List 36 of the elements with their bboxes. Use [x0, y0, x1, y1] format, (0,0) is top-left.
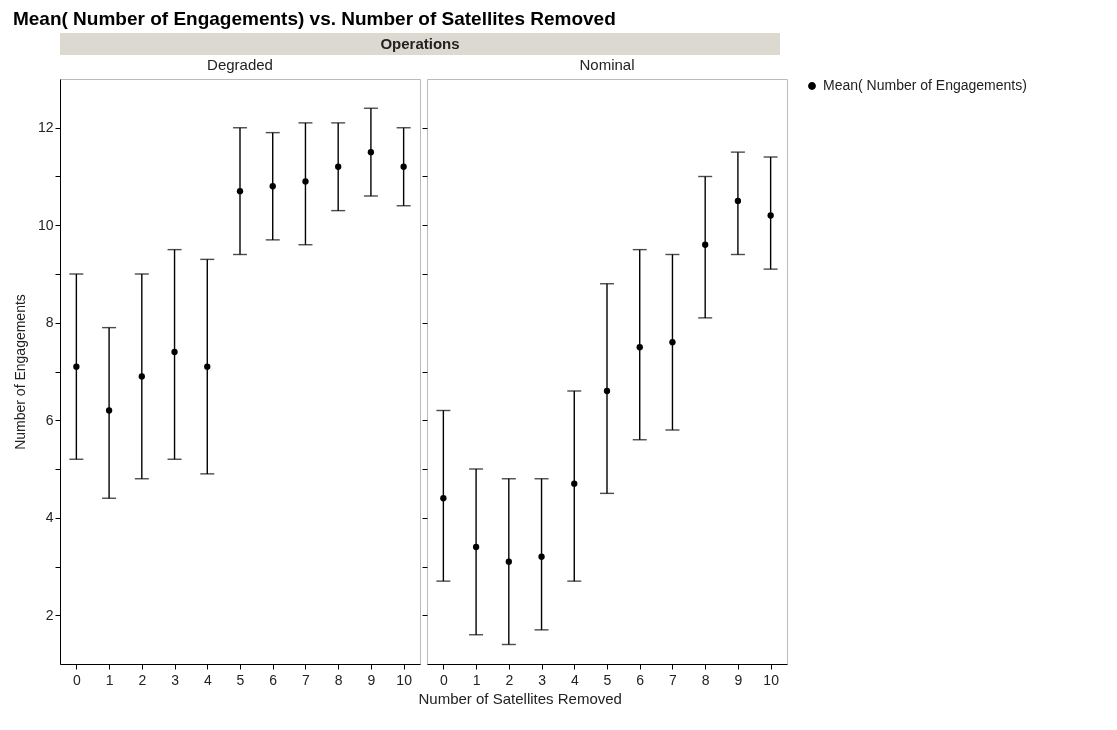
x-axis-title: Number of Satellites Removed	[418, 689, 622, 707]
x-tick-label: 7	[302, 671, 311, 688]
x-tick-label: 3	[538, 671, 547, 688]
x-tick-label: 0	[72, 671, 81, 688]
x-tick-label: 3	[171, 671, 180, 688]
x-tick-label: 8	[701, 671, 710, 688]
x-tick-label: 1	[105, 671, 114, 688]
x-tick-label: 6	[269, 671, 278, 688]
legend-label: Mean( Number of Engagements)	[823, 77, 1027, 93]
x-tick-label: 0	[439, 671, 448, 688]
x-tick-label: 9	[367, 671, 376, 688]
x-tick-label: 7	[669, 671, 678, 688]
y-tick-label: 2	[45, 606, 54, 623]
y-axis-title: Number of Engagements	[11, 294, 28, 450]
y-tick-label: 8	[45, 314, 54, 331]
x-tick-label: 8	[334, 671, 343, 688]
chart-subtitle: Operations	[380, 35, 460, 52]
x-tick-label: 6	[636, 671, 645, 688]
x-tick-label: 2	[138, 671, 147, 688]
x-tick-label: 2	[505, 671, 514, 688]
text: Nominal	[579, 56, 635, 73]
chart-title: Mean( Number of Engagements) vs. Number of Satellites Removed	[12, 8, 616, 29]
y-tick-label: 4	[45, 509, 54, 526]
x-tick-label: 9	[734, 671, 743, 688]
text: Degraded	[207, 56, 273, 73]
x-tick-label: 5	[603, 671, 612, 688]
y-tick-label: 6	[45, 411, 54, 428]
x-tick-label: 10	[396, 671, 413, 688]
x-tick-label: 10	[763, 671, 780, 688]
y-tick-label: 10	[37, 216, 54, 233]
x-tick-label: 5	[236, 671, 245, 688]
point	[171, 348, 178, 356]
y-tick-label: 12	[37, 119, 54, 136]
x-tick-label: 1	[472, 671, 481, 688]
x-tick-label: 4	[203, 671, 212, 688]
x-tick-label: 4	[570, 671, 579, 688]
